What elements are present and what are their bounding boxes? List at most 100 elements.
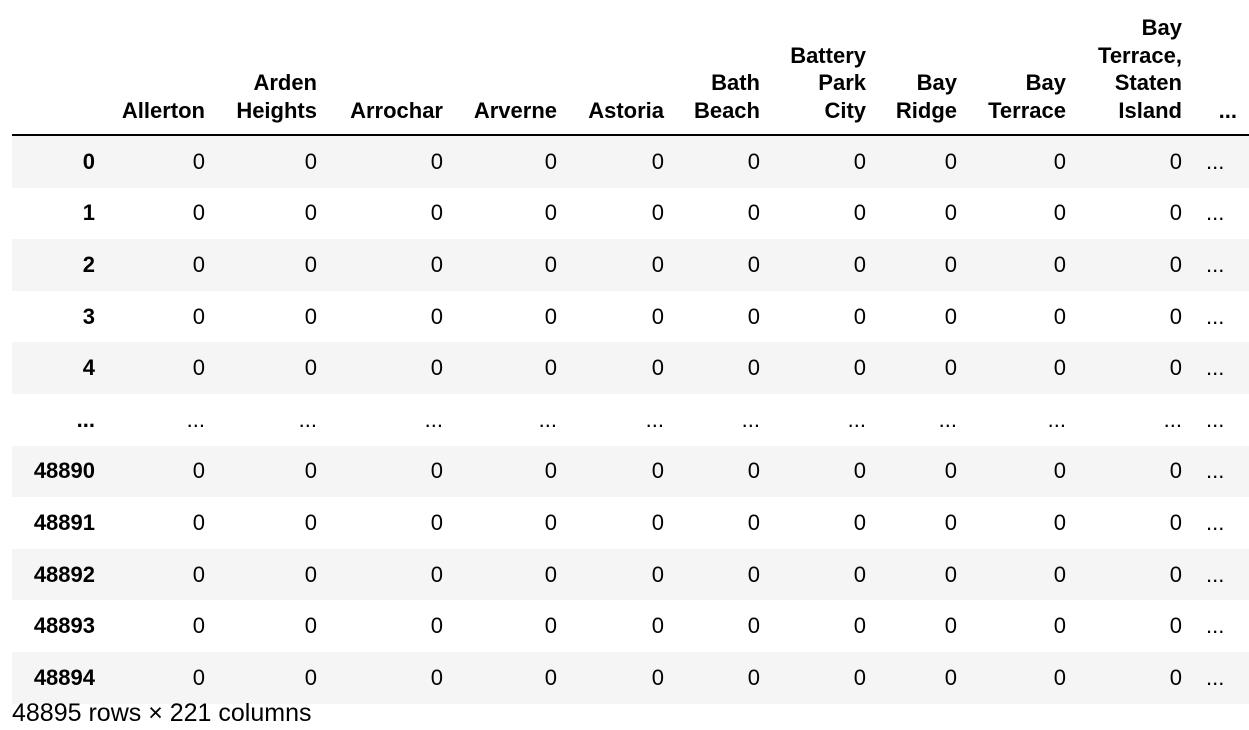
table-cell: 0 <box>430 355 443 381</box>
table-cell: 0 <box>1053 458 1066 484</box>
table-cell: ... <box>938 406 957 432</box>
table-cell: 0 <box>430 613 443 639</box>
table-cell: 0 <box>1169 613 1182 639</box>
table-cell: 0 <box>747 303 760 329</box>
table-cell: 0 <box>944 613 957 639</box>
table-cell: 0 <box>544 355 557 381</box>
table-row: 4 0 0 0 0 0 0 0 0 0 0... <box>12 342 1249 394</box>
table-cell: 0 <box>747 251 760 277</box>
table-cell: 0 <box>192 561 205 587</box>
table-cell: 0 <box>747 509 760 535</box>
table-cell: 0 <box>1053 200 1066 226</box>
table-cell: 0 <box>853 509 866 535</box>
table-cell: 0 <box>1053 561 1066 587</box>
table-cell: ... <box>645 406 664 432</box>
table-cell: 0 <box>192 613 205 639</box>
table-cell: 0 <box>430 251 443 277</box>
table-cell: 0 <box>544 561 557 587</box>
column-header: Bath Beach <box>676 0 772 136</box>
table-cell: 0 <box>544 664 557 690</box>
table-cell: 0 <box>304 303 317 329</box>
table-cell: 0 <box>544 303 557 329</box>
table-cell: 0 <box>304 355 317 381</box>
table-cell: 0 <box>651 355 664 381</box>
truncated-cell: ... <box>1206 148 1225 174</box>
table-cell: 0 <box>1053 664 1066 690</box>
table-cell: 0 <box>1053 303 1066 329</box>
table-cell: ... <box>847 406 866 432</box>
row-index: 48892 <box>33 561 95 587</box>
table-cell: 0 <box>192 303 205 329</box>
table-cell: 0 <box>747 613 760 639</box>
table-cell: 0 <box>1169 664 1182 690</box>
table-cell: 0 <box>1169 561 1182 587</box>
table-row: 48894 0 0 0 0 0 0 0 0 0 0... <box>12 651 1249 704</box>
row-index: 1 <box>82 200 95 226</box>
table-cell: 0 <box>853 355 866 381</box>
table-cell: 0 <box>944 251 957 277</box>
row-index: ... <box>76 406 95 432</box>
table-cell: ... <box>1163 406 1182 432</box>
table-cell: 0 <box>430 561 443 587</box>
table-cell: 0 <box>651 251 664 277</box>
table-cell: 0 <box>192 148 205 174</box>
truncated-cell: ... <box>1206 406 1225 432</box>
table-row: 48892 0 0 0 0 0 0 0 0 0 0... <box>12 548 1249 601</box>
column-header: Allerton <box>107 0 217 136</box>
table-cell: 0 <box>304 613 317 639</box>
column-header: Bay Ridge <box>878 0 969 136</box>
index-header <box>12 0 107 136</box>
truncated-cell: ... <box>1206 458 1225 484</box>
column-header: Battery Park City <box>772 0 878 136</box>
table-header: Allerton Arden Heights Arrochar Arverne Asto… <box>12 0 1249 136</box>
table-cell: 0 <box>747 561 760 587</box>
table-cell: 0 <box>544 251 557 277</box>
shape-summary: 48895 rows × 221 columns <box>12 699 312 727</box>
table-cell: 0 <box>944 458 957 484</box>
table-cell: 0 <box>192 664 205 690</box>
table-cell: 0 <box>192 355 205 381</box>
table-cell: 0 <box>192 458 205 484</box>
table-cell: 0 <box>1169 251 1182 277</box>
row-index: 2 <box>82 251 95 277</box>
row-index: 3 <box>82 303 95 329</box>
table-cell: 0 <box>1169 303 1182 329</box>
table-cell: 0 <box>651 664 664 690</box>
table-cell: 0 <box>1169 355 1182 381</box>
table-cell: 0 <box>944 303 957 329</box>
table-cell: 0 <box>430 148 443 174</box>
truncated-cell: ... <box>1206 561 1225 587</box>
table-cell: 0 <box>192 251 205 277</box>
column-header: Astoria <box>569 0 676 136</box>
table-cell: 0 <box>1053 251 1066 277</box>
column-header: Arverne <box>455 0 569 136</box>
table-cell: 0 <box>1053 509 1066 535</box>
table-cell: 0 <box>853 613 866 639</box>
row-index: 4 <box>82 355 95 381</box>
table-cell: 0 <box>651 458 664 484</box>
row-index: 48894 <box>33 664 95 690</box>
column-header: Arden Heights <box>217 0 329 136</box>
header-row: Allerton Arden Heights Arrochar Arverne Asto… <box>12 0 1249 136</box>
table-cell: 0 <box>430 303 443 329</box>
truncated-cell: ... <box>1206 664 1225 690</box>
dataframe-output: Allerton Arden Heights Arrochar Arverne Asto… <box>12 0 1249 704</box>
truncated-column-header: ... <box>1194 0 1249 136</box>
table-cell: 0 <box>853 458 866 484</box>
row-index: 48893 <box>33 613 95 639</box>
table-cell: ... <box>741 406 760 432</box>
table-row: 2 0 0 0 0 0 0 0 0 0 0... <box>12 239 1249 291</box>
table-cell: 0 <box>430 664 443 690</box>
truncated-cell: ... <box>1206 251 1225 277</box>
table-cell: ... <box>538 406 557 432</box>
table-cell: 0 <box>747 664 760 690</box>
truncated-cell: ... <box>1206 509 1225 535</box>
table-cell: 0 <box>1169 148 1182 174</box>
table-cell: 0 <box>944 355 957 381</box>
table-cell: 0 <box>1053 613 1066 639</box>
column-header: Bay Terrace, Staten Island <box>1078 0 1194 136</box>
table-cell: 0 <box>1053 355 1066 381</box>
table-cell: 0 <box>544 200 557 226</box>
table-cell: 0 <box>544 148 557 174</box>
table-cell: 0 <box>430 509 443 535</box>
